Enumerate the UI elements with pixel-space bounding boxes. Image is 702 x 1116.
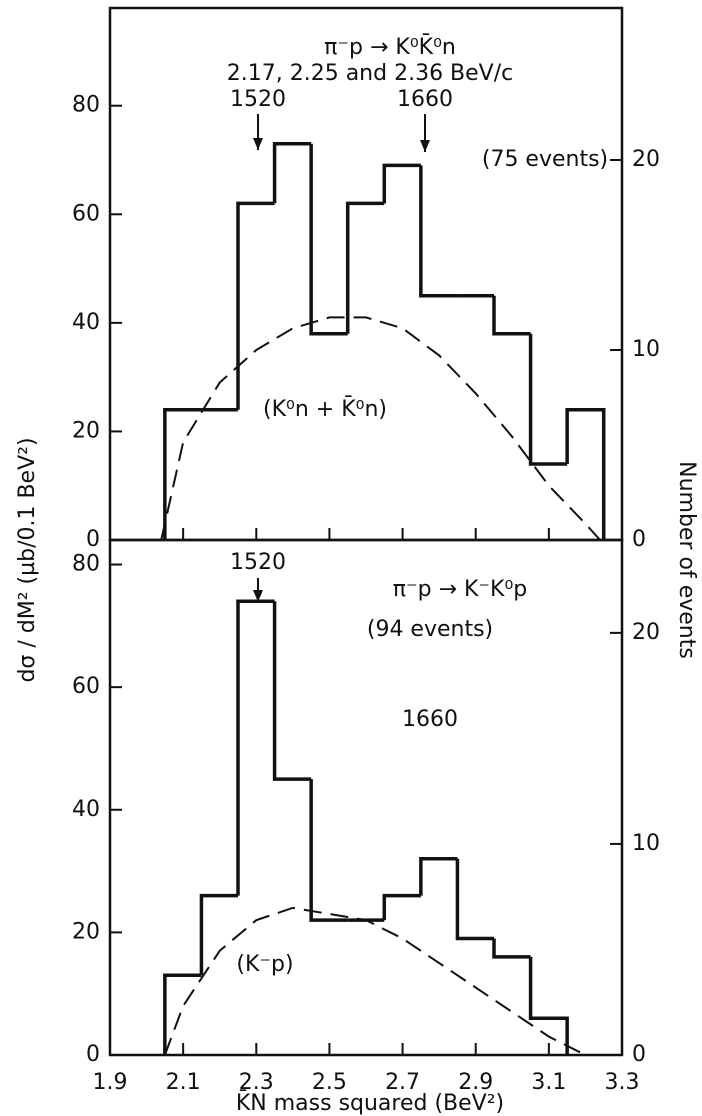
histogram-bin — [419, 857, 458, 896]
y-tick-label: 0 — [86, 527, 100, 552]
y2-tick-label: 10 — [632, 831, 660, 856]
histogram-bin — [163, 973, 202, 1055]
annotation: π⁻p → K⁻K⁰p — [393, 577, 528, 602]
annotation: 1520 — [230, 87, 286, 112]
y-tick-label: 60 — [72, 201, 100, 226]
arrow-head — [253, 590, 263, 602]
histogram-bin — [382, 893, 421, 921]
annotation: (75 events) — [482, 147, 608, 172]
annotation: 1520 — [230, 550, 286, 575]
histogram-bin — [236, 201, 275, 410]
plot-frame — [108, 538, 624, 1057]
histogram-bin — [309, 143, 348, 336]
histogram-bin — [528, 956, 569, 1055]
y-tick-label: 0 — [86, 1042, 100, 1067]
histogram-bin — [528, 333, 568, 466]
histogram-bin — [455, 858, 494, 941]
x-tick-label: 3.1 — [531, 1070, 566, 1095]
annotation: (K⁰n + K̄⁰n) — [263, 396, 387, 422]
histogram-bin — [382, 163, 421, 204]
histogram-bin — [236, 599, 275, 896]
y2-tick-label: 10 — [632, 337, 660, 362]
x-tick-label: 2.5 — [312, 1070, 347, 1095]
x-tick-label: 2.9 — [458, 1070, 493, 1095]
y-tick-label: 80 — [72, 93, 100, 118]
y-tick-label: 40 — [72, 310, 100, 335]
arrow-head — [420, 140, 430, 152]
y-tick-label: 40 — [72, 797, 100, 822]
histogram-bin — [345, 201, 385, 334]
y2-tick-label: 0 — [632, 527, 646, 552]
x-tick-label: 2.3 — [239, 1070, 274, 1095]
annotation: (K⁻p) — [236, 952, 293, 977]
histogram-bin — [199, 893, 238, 976]
y-axis-label: dσ / dM² (µb/0.1 BeV²) — [15, 437, 40, 682]
y2-axis-label: Number of events — [674, 461, 699, 659]
arrow-head — [253, 138, 263, 150]
annotation: (94 events) — [367, 617, 493, 642]
plot-frame — [108, 6, 624, 542]
histogram-bin — [272, 141, 312, 204]
histogram-bin — [492, 295, 531, 336]
histogram-bin — [565, 407, 606, 540]
y-tick-label: 80 — [72, 552, 100, 577]
phase-space-curve — [163, 906, 586, 1056]
x-tick-label: 1.9 — [93, 1070, 128, 1095]
y2-tick-label: 20 — [632, 620, 660, 645]
y2-tick-label: 20 — [632, 147, 660, 172]
x-tick-label: 2.1 — [166, 1070, 201, 1095]
x-axis-label: K̄N mass squared (BeV²) — [236, 1090, 504, 1116]
annotation: 1660 — [397, 87, 453, 112]
histogram-bin — [272, 601, 312, 781]
histogram-bin — [492, 938, 531, 959]
histogram-bin — [309, 779, 348, 922]
histogram-bin — [419, 165, 458, 298]
annotation: π⁻p → K⁰K̄⁰n — [324, 34, 456, 60]
histogram-bin — [163, 407, 202, 540]
phase-space-curve — [160, 316, 601, 541]
y-tick-label: 20 — [72, 418, 100, 443]
x-tick-label: 3.3 — [605, 1070, 640, 1095]
y-tick-label: 20 — [72, 919, 100, 944]
x-tick-label: 2.7 — [385, 1070, 420, 1095]
annotation: 2.17, 2.25 and 2.36 BeV/c — [227, 61, 514, 86]
y2-tick-label: 0 — [632, 1042, 646, 1067]
annotation: 1660 — [402, 707, 458, 732]
y-tick-label: 60 — [72, 674, 100, 699]
